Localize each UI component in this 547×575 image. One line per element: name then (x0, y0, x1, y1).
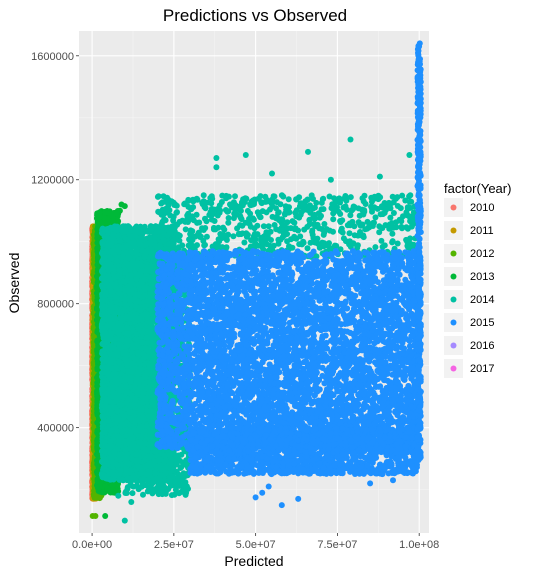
data-point (92, 513, 99, 519)
data-points (89, 40, 424, 524)
chart-title: Predictions vs Observed (163, 6, 347, 25)
